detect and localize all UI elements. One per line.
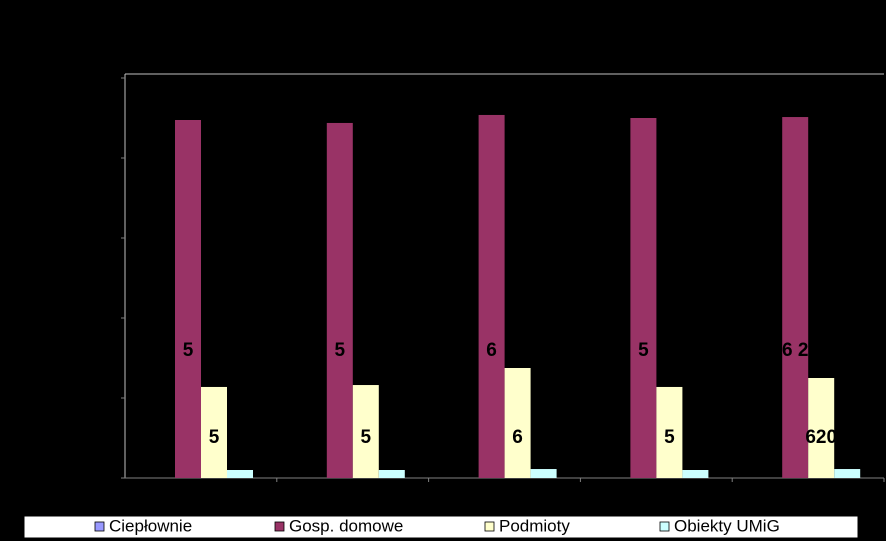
bar xyxy=(504,368,531,478)
legend-swatch xyxy=(94,521,105,532)
data-label: 5 xyxy=(209,427,220,448)
data-label: 620 xyxy=(805,427,837,448)
data-label: 6 xyxy=(512,427,523,448)
y-tick-label: 5000 xyxy=(90,390,117,404)
bar xyxy=(201,386,227,478)
bar xyxy=(326,122,353,479)
y-tick-label: 10000 xyxy=(84,310,118,324)
y-tick-label: 20000 xyxy=(84,150,118,164)
bar xyxy=(682,470,709,478)
bar xyxy=(782,117,809,478)
bar xyxy=(808,378,835,478)
bar xyxy=(175,120,201,478)
bar xyxy=(352,385,379,478)
data-label: 6 xyxy=(486,340,497,361)
legend-label: Gosp. domowe xyxy=(289,516,403,535)
legend-label: Obiekty UMiG xyxy=(674,516,780,535)
legend-swatch xyxy=(484,521,495,532)
bar xyxy=(378,470,405,478)
bar xyxy=(630,118,657,478)
data-label: 5 xyxy=(183,340,194,361)
y-tick-label: 0 xyxy=(110,470,117,484)
data-label: 6 2 xyxy=(782,340,808,361)
data-label: 5 xyxy=(638,340,649,361)
y-tick-label: 15000 xyxy=(84,230,118,244)
legend-swatch xyxy=(274,521,285,532)
bar xyxy=(478,114,505,479)
bar xyxy=(834,469,861,478)
legend xyxy=(23,515,859,539)
data-label: 5 xyxy=(664,427,675,448)
y-tick-label: 25000 xyxy=(84,70,118,84)
bar xyxy=(530,469,557,478)
data-label: 5 xyxy=(361,427,372,448)
legend-label: Podmioty xyxy=(499,516,570,535)
legend-label: Ciepłownie xyxy=(109,516,192,535)
bar xyxy=(227,470,253,478)
bar xyxy=(656,386,683,478)
legend-swatch xyxy=(659,521,670,532)
data-label: 5 xyxy=(335,340,346,361)
